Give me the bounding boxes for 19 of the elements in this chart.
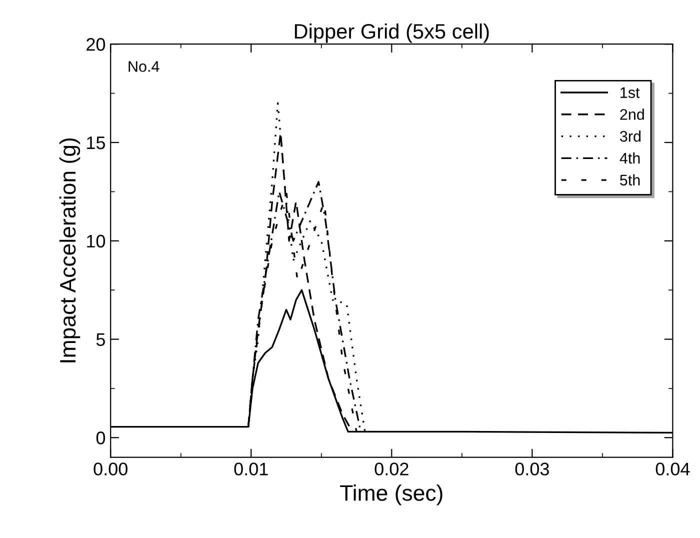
y-tick-label: 10 (87, 234, 106, 248)
y-axis-title: Impact Acceleration (g) (59, 138, 80, 362)
x-tick-label: 0.02 (374, 462, 408, 476)
y-tick-label: 15 (87, 136, 105, 150)
x-tick-label: 0.03 (515, 462, 549, 476)
legend-label: 5th (620, 174, 640, 186)
x-tick-label: 0.00 (94, 462, 128, 476)
legend-label: 2nd (620, 108, 644, 120)
chart-title: Dipper Grid (5x5 cell) (294, 23, 489, 43)
legend-label: 4th (620, 152, 640, 164)
y-tick-label: 0 (96, 432, 106, 444)
legend-label: 3rd (620, 130, 641, 142)
y-tick-label: 5 (96, 333, 105, 346)
x-tick-label: 0.04 (656, 462, 690, 476)
legend-label: 1st (620, 87, 640, 98)
x-tick-label: 0.01 (234, 462, 268, 476)
x-axis-title: Time (sec) (340, 484, 442, 506)
annotation: No.4 (128, 61, 160, 72)
y-tick-label: 20 (86, 38, 106, 51)
